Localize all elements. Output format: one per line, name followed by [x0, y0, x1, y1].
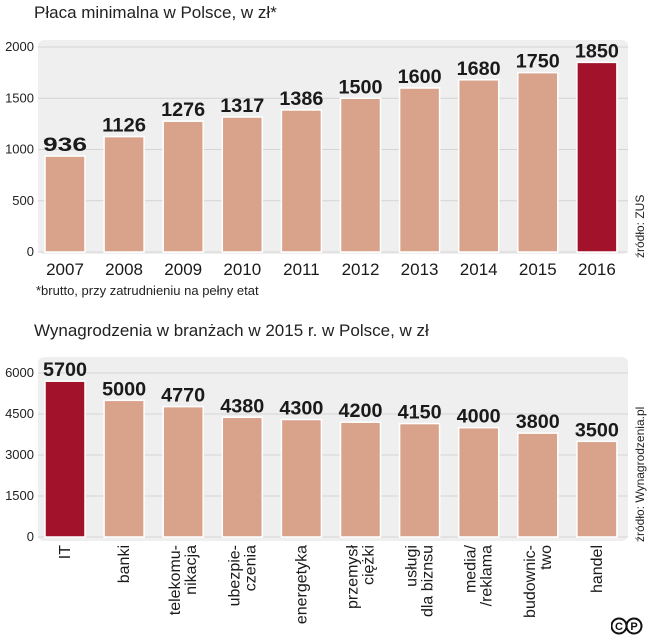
- x-tick-label: 2013: [401, 260, 439, 279]
- x-tick-label: banki: [116, 545, 133, 583]
- data-label: 1750: [516, 52, 560, 73]
- bar: [162, 405, 204, 538]
- data-label: 1386: [279, 89, 323, 110]
- chart1-title: Płaca minimalna w Polsce, w zł*: [34, 3, 277, 22]
- chart2-title: Wynagrodzenia w branżach w 2015 r. w Pol…: [34, 321, 429, 340]
- bar: [339, 97, 382, 253]
- x-tick-label: energetyka: [293, 545, 310, 624]
- bar: [398, 87, 441, 253]
- data-label: 1600: [398, 67, 442, 88]
- x-tick-label: handel: [589, 545, 606, 593]
- bar: [280, 109, 323, 253]
- data-label: 4000: [457, 407, 501, 428]
- x-tick-label-line: media/: [463, 544, 480, 593]
- bar: [221, 416, 264, 538]
- data-label: 1276: [161, 100, 205, 121]
- y-tick-label: 0: [27, 244, 34, 259]
- y-tick-label: 1500: [5, 90, 34, 105]
- bar: [44, 155, 86, 253]
- x-tick-label: telekomu-nikacja: [167, 545, 200, 615]
- bar: [103, 135, 145, 253]
- x-tick-label-line: czenia: [242, 545, 259, 591]
- bar: [517, 432, 559, 538]
- data-label: 4380: [220, 396, 264, 417]
- x-tick-label: budownic-two: [522, 545, 555, 618]
- x-tick-label: 2011: [283, 260, 320, 279]
- bar: [576, 61, 618, 253]
- bar: [339, 421, 382, 538]
- x-tick-label: usługidla biznsu: [404, 545, 437, 617]
- x-tick-label: przemysłciężki: [345, 545, 378, 609]
- data-label: 4770: [161, 386, 205, 407]
- x-tick-label: 2015: [519, 260, 557, 279]
- y-tick-label: 4500: [5, 406, 34, 421]
- x-tick-label: 2016: [578, 260, 616, 279]
- x-tick-label-line: dla biznsu: [420, 545, 437, 617]
- data-label: 4150: [398, 403, 442, 424]
- x-tick-label-line: ciężki: [361, 545, 378, 585]
- pap-logo-icon: C P: [611, 617, 643, 635]
- data-label: 4200: [339, 401, 383, 422]
- bar: [457, 79, 500, 253]
- bar: [103, 399, 145, 538]
- x-tick-label: 2014: [460, 260, 498, 279]
- x-tick-label-line: ubezpie-: [226, 545, 243, 606]
- x-tick-label-line: nikacja: [183, 545, 200, 595]
- data-label: 5000: [102, 379, 146, 400]
- y-tick-label: 1500: [5, 488, 34, 503]
- y-tick-label: 3000: [5, 447, 34, 462]
- x-tick-label-line: usługi: [404, 545, 421, 587]
- y-tick-label: 2000: [5, 39, 34, 54]
- x-tick-label-line: handel: [589, 545, 606, 593]
- bar: [517, 71, 559, 253]
- x-tick-label-line: banki: [116, 545, 133, 583]
- x-tick-label: 2008: [105, 260, 143, 279]
- bar: [44, 380, 86, 538]
- bar: [162, 120, 204, 253]
- bar: [576, 440, 618, 538]
- x-tick-label-line: energetyka: [293, 545, 310, 624]
- x-tick-label: 2012: [342, 260, 380, 279]
- svg-text:C: C: [615, 621, 623, 633]
- chart1-footnote: *brutto, przy zatrudnieniu na pełny etat: [36, 283, 259, 298]
- y-tick-label: 6000: [5, 365, 34, 380]
- data-label: 3800: [516, 412, 560, 433]
- data-label: 1680: [457, 59, 501, 80]
- y-tick-label: 500: [12, 193, 34, 208]
- data-label: 5700: [43, 360, 87, 381]
- bar: [398, 422, 441, 538]
- x-tick-label-line: /reklama: [479, 545, 496, 606]
- bar: [221, 116, 264, 253]
- data-label: 1500: [339, 77, 383, 98]
- x-tick-label-line: two: [538, 545, 555, 570]
- x-tick-label: 2009: [164, 260, 202, 279]
- svg-text:P: P: [630, 621, 637, 633]
- data-label: 936: [43, 135, 87, 156]
- x-tick-label-line: budownic-: [522, 545, 539, 618]
- data-label: 1126: [102, 116, 146, 137]
- y-tick-label: 1000: [5, 142, 34, 157]
- x-tick-label: ubezpie-czenia: [226, 545, 259, 606]
- bar: [280, 418, 323, 538]
- x-tick-label: 2007: [46, 260, 84, 279]
- data-label: 1850: [575, 41, 619, 62]
- x-tick-label: media//reklama: [463, 544, 496, 606]
- x-tick-label: IT: [57, 545, 74, 559]
- data-label: 4300: [279, 398, 323, 419]
- x-tick-label-line: IT: [57, 545, 74, 559]
- chart-1-group: 0 500 1000 1500 2000 936 1126 1276 1317 1386 1500 1…: [5, 39, 628, 279]
- y-tick-label: 0: [27, 529, 34, 544]
- data-label: 3500: [575, 420, 619, 441]
- data-label: 1317: [220, 96, 264, 117]
- x-tick-label-line: telekomu-: [167, 545, 184, 615]
- x-tick-label-line: przemysł: [345, 545, 362, 609]
- x-tick-label: 2010: [223, 260, 261, 279]
- bar: [457, 426, 500, 538]
- chart-2-group: 0 1500 3000 4500 6000 5700 5000 4770 4380 4300 420…: [5, 357, 628, 624]
